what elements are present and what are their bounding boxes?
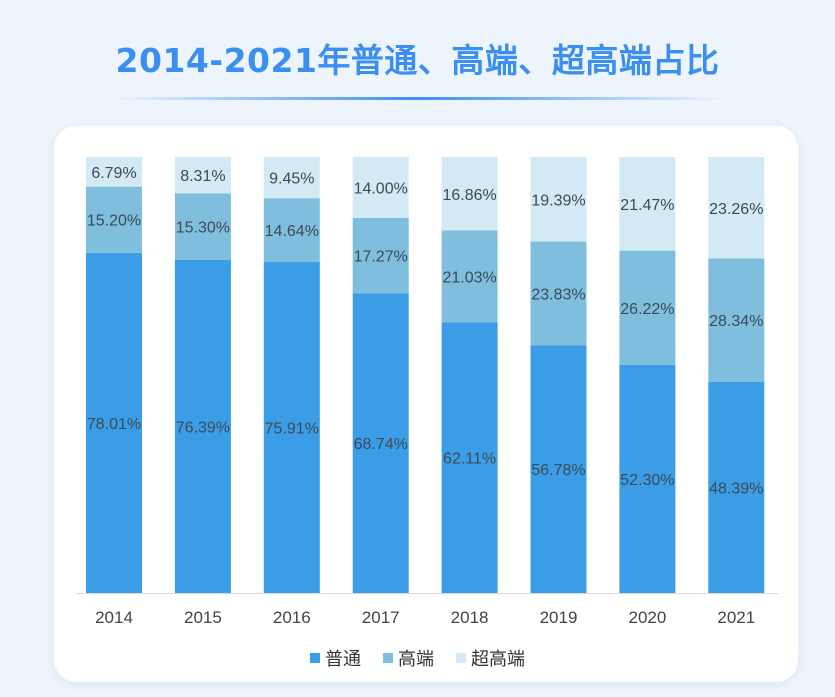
bar-chaogaoduan-2019 bbox=[530, 157, 587, 242]
data-label-gaoduan-2015: 15.30% bbox=[176, 220, 230, 237]
x-tick-label-2016: 2016 bbox=[273, 608, 311, 627]
data-label-putong-2015: 76.39% bbox=[176, 419, 230, 436]
data-label-chaogaoduan-2016: 9.45% bbox=[269, 171, 314, 188]
data-label-gaoduan-2020: 26.22% bbox=[620, 301, 674, 318]
bar-putong-2020 bbox=[619, 364, 676, 593]
bar-gaoduan-2019 bbox=[530, 241, 587, 346]
legend-label-gaoduan: 高端 bbox=[398, 649, 434, 670]
bar-chaogaoduan-2017 bbox=[352, 156, 409, 218]
data-label-putong-2017: 68.74% bbox=[354, 436, 408, 453]
bar-gaoduan-2017 bbox=[352, 217, 409, 294]
data-label-putong-2021: 48.39% bbox=[709, 481, 763, 498]
data-label-gaoduan-2017: 17.27% bbox=[354, 249, 408, 266]
bar-gaoduan-2020 bbox=[619, 250, 676, 365]
x-tick-label-2017: 2017 bbox=[362, 608, 400, 627]
bar-gaoduan-2015 bbox=[174, 193, 231, 260]
legend-swatch-gaoduan bbox=[383, 653, 393, 663]
chart-legend: 普通 高端 超高端 bbox=[0, 645, 835, 671]
data-label-putong-2014: 78.01% bbox=[87, 416, 141, 433]
bar-putong-2017 bbox=[352, 293, 409, 593]
legend-swatch-putong bbox=[310, 653, 320, 663]
legend-swatch-chaogaoduan bbox=[456, 653, 466, 663]
data-label-chaogaoduan-2017: 14.00% bbox=[354, 180, 408, 197]
x-tick-label-2021: 2021 bbox=[717, 608, 755, 627]
chart-title: 2014-2021年普通、高端、超高端占比 bbox=[115, 41, 720, 80]
bar-chaogaoduan-2015 bbox=[174, 157, 231, 194]
bar-chaogaoduan-2018 bbox=[441, 157, 498, 231]
bar-putong-2018 bbox=[441, 322, 498, 593]
x-tick-label-2020: 2020 bbox=[628, 608, 666, 627]
bar-gaoduan-2021 bbox=[708, 258, 765, 383]
x-tick-label-2015: 2015 bbox=[184, 608, 222, 627]
bar-chaogaoduan-2014 bbox=[86, 157, 142, 187]
legend-item-putong: 普通 bbox=[310, 645, 361, 671]
data-label-putong-2020: 52.30% bbox=[620, 472, 674, 489]
data-label-putong-2016: 75.91% bbox=[265, 421, 319, 438]
bar-gaoduan-2016 bbox=[263, 198, 320, 263]
data-label-chaogaoduan-2018: 16.86% bbox=[442, 187, 496, 204]
x-tick-label-2018: 2018 bbox=[451, 608, 489, 627]
data-label-putong-2019: 56.78% bbox=[531, 462, 585, 479]
data-label-gaoduan-2014: 15.20% bbox=[87, 213, 141, 230]
legend-label-chaogaoduan: 超高端 bbox=[471, 649, 525, 670]
data-label-chaogaoduan-2019: 19.39% bbox=[531, 192, 585, 209]
data-label-chaogaoduan-2015: 8.31% bbox=[180, 168, 225, 185]
legend-item-gaoduan: 高端 bbox=[383, 645, 434, 671]
bar-putong-2015 bbox=[174, 259, 231, 593]
bar-putong-2016 bbox=[263, 262, 320, 593]
legend-item-chaogaoduan: 超高端 bbox=[456, 645, 525, 671]
bar-chaogaoduan-2021 bbox=[708, 157, 765, 259]
bar-putong-2021 bbox=[708, 382, 765, 593]
x-tick-label-2014: 2014 bbox=[95, 608, 133, 627]
title-underline bbox=[110, 97, 725, 100]
data-label-chaogaoduan-2014: 6.79% bbox=[91, 165, 136, 182]
data-label-gaoduan-2019: 23.83% bbox=[531, 286, 585, 303]
bar-putong-2014 bbox=[86, 252, 142, 593]
bar-putong-2019 bbox=[530, 345, 587, 593]
bar-gaoduan-2018 bbox=[441, 230, 498, 323]
data-label-chaogaoduan-2020: 21.47% bbox=[620, 197, 674, 214]
x-tick-label-2019: 2019 bbox=[540, 608, 578, 627]
data-label-putong-2018: 62.11% bbox=[443, 451, 496, 468]
data-label-gaoduan-2016: 14.64% bbox=[265, 223, 319, 240]
data-label-chaogaoduan-2021: 23.26% bbox=[709, 201, 763, 218]
data-label-gaoduan-2018: 21.03% bbox=[442, 269, 496, 286]
bar-gaoduan-2014 bbox=[86, 186, 142, 253]
bar-chaogaoduan-2016 bbox=[263, 157, 320, 199]
legend-label-putong: 普通 bbox=[325, 649, 361, 670]
data-label-gaoduan-2021: 28.34% bbox=[709, 313, 763, 330]
bar-chaogaoduan-2020 bbox=[619, 157, 676, 251]
